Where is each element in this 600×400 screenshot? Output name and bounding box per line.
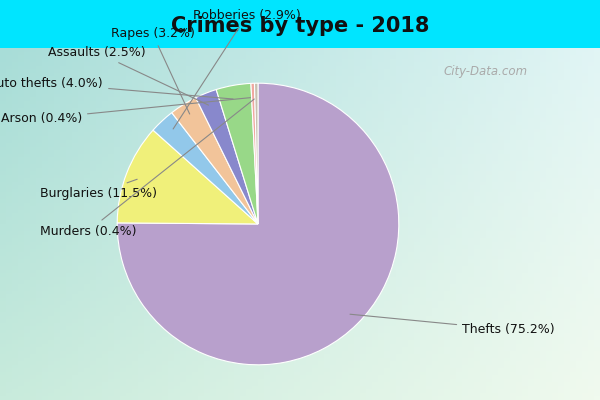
Wedge shape [117, 130, 258, 224]
Text: City-Data.com: City-Data.com [444, 66, 528, 78]
Wedge shape [172, 98, 258, 224]
Text: Thefts (75.2%): Thefts (75.2%) [350, 314, 555, 336]
Text: Burglaries (11.5%): Burglaries (11.5%) [40, 179, 157, 200]
Wedge shape [216, 83, 258, 224]
Text: Murders (0.4%): Murders (0.4%) [40, 99, 254, 238]
Wedge shape [251, 83, 258, 224]
Text: Auto thefts (4.0%): Auto thefts (4.0%) [0, 77, 233, 99]
Wedge shape [117, 83, 399, 365]
Text: Assaults (2.5%): Assaults (2.5%) [48, 46, 209, 105]
Text: Arson (0.4%): Arson (0.4%) [1, 98, 250, 125]
Wedge shape [153, 113, 258, 224]
Text: Rapes (3.2%): Rapes (3.2%) [111, 28, 194, 114]
Wedge shape [196, 90, 258, 224]
Wedge shape [254, 83, 258, 224]
Text: Crimes by type - 2018: Crimes by type - 2018 [171, 16, 429, 36]
Text: Robberies (2.9%): Robberies (2.9%) [173, 9, 301, 129]
